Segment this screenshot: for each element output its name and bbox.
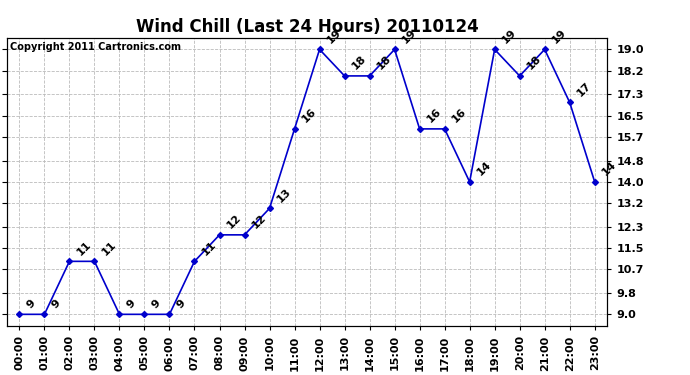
- Title: Wind Chill (Last 24 Hours) 20110124: Wind Chill (Last 24 Hours) 20110124: [136, 18, 478, 36]
- Text: 9: 9: [25, 297, 37, 310]
- Text: 12: 12: [225, 213, 243, 231]
- Text: 11: 11: [100, 239, 118, 257]
- Text: 16: 16: [300, 106, 318, 125]
- Text: 19: 19: [550, 27, 569, 45]
- Text: 19: 19: [500, 27, 518, 45]
- Text: 18: 18: [525, 54, 543, 72]
- Text: 19: 19: [400, 27, 418, 45]
- Text: 9: 9: [50, 297, 63, 310]
- Text: 9: 9: [125, 297, 137, 310]
- Text: 11: 11: [200, 239, 218, 257]
- Text: 16: 16: [425, 106, 443, 125]
- Text: 17: 17: [575, 80, 593, 98]
- Text: 14: 14: [600, 160, 618, 178]
- Text: Copyright 2011 Cartronics.com: Copyright 2011 Cartronics.com: [10, 42, 181, 52]
- Text: 18: 18: [350, 54, 368, 72]
- Text: 9: 9: [175, 297, 188, 310]
- Text: 19: 19: [325, 27, 343, 45]
- Text: 16: 16: [450, 106, 469, 125]
- Text: 12: 12: [250, 213, 268, 231]
- Text: 13: 13: [275, 186, 293, 204]
- Text: 9: 9: [150, 297, 163, 310]
- Text: 14: 14: [475, 160, 493, 178]
- Text: 11: 11: [75, 239, 93, 257]
- Text: 18: 18: [375, 54, 393, 72]
